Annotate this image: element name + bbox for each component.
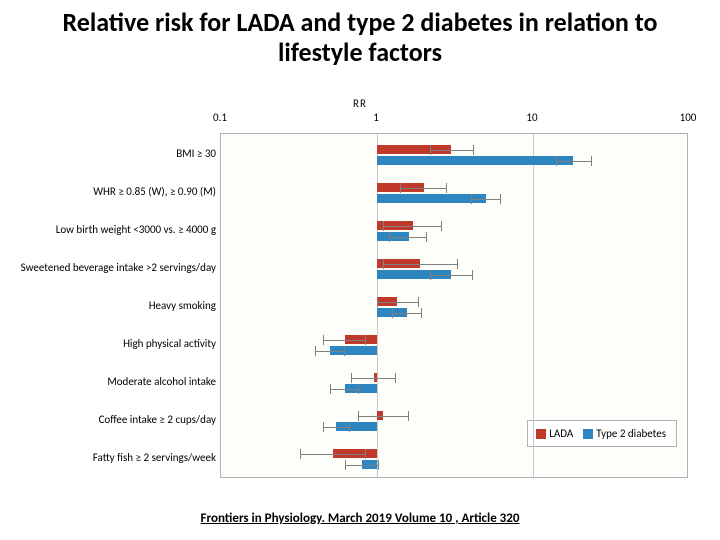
x-tick-label: 10 [526, 111, 537, 124]
x-ticks: 0.1110100 [220, 111, 688, 129]
legend: LADA Type 2 diabetes [527, 420, 677, 447]
legend-swatch-lada [536, 429, 546, 439]
x-tick-label: 100 [680, 111, 697, 124]
factor-label: BMI ≥ 30 [20, 148, 216, 160]
y-labels: BMI ≥ 30 WHR ≥ 0.85 (W), ≥ 0.90 (M) Low bi… [20, 133, 220, 478]
factor-label: Sweetened beverage intake >2 servings/da… [20, 262, 216, 274]
factor-label: Coffee intake ≥ 2 cups/day [20, 414, 216, 426]
bar-t2d [377, 194, 486, 203]
x-tick-label: 1 [373, 111, 379, 124]
x-axis-title: RR [20, 97, 700, 110]
forest-plot: RR 0.1 1 10 100 BMI ≥ 30 WHR ≥ 0.85 (W), ≥ 0… [20, 95, 700, 490]
factor-label: Heavy smoking [20, 300, 216, 312]
bar-t2d [377, 156, 573, 165]
legend-swatch-t2d [583, 429, 593, 439]
slide: Relative risk for LADA and type 2 diabet… [0, 0, 720, 540]
factor-label: Fatty fish ≥ 2 servings/week [20, 452, 216, 464]
factor-label: WHR ≥ 0.85 (W), ≥ 0.90 (M) [20, 186, 216, 198]
citation: Frontiers in Physiology. March 2019 Volu… [0, 511, 720, 526]
factor-label: High physical activity [20, 338, 216, 350]
x-tick-label: 0.1 [213, 111, 227, 124]
plot-area: LADA Type 2 diabetes [220, 133, 688, 478]
legend-label-lada: LADA [549, 427, 573, 440]
legend-item-lada: LADA [536, 427, 573, 440]
slide-title: Relative risk for LADA and type 2 diabet… [30, 8, 690, 68]
legend-item-t2d: Type 2 diabetes [583, 427, 666, 440]
legend-label-t2d: Type 2 diabetes [596, 427, 666, 440]
factor-label: Moderate alcohol intake [20, 376, 216, 388]
factor-label: Low birth weight <3000 vs. ≥ 4000 g [20, 224, 216, 236]
gridline [533, 134, 534, 477]
